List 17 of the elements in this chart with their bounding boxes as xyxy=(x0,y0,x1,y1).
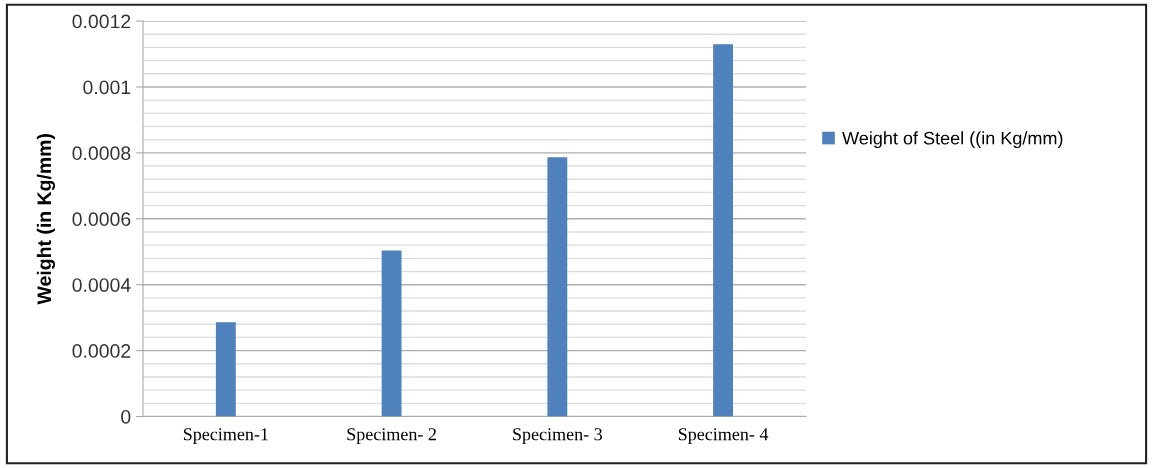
bar xyxy=(547,157,568,417)
y-tick-label: 0.0008 xyxy=(72,146,131,161)
y-tick-label: 0.0006 xyxy=(72,212,131,227)
bar xyxy=(381,250,402,417)
x-tick-label: Specimen-1 xyxy=(183,428,268,445)
y-axis-title: Weight (in Kg/mm) xyxy=(36,134,56,305)
y-tick-label: 0.001 xyxy=(83,80,131,95)
y-tick-label: 0.0012 xyxy=(72,14,131,29)
x-tick-label: Specimen- 2 xyxy=(347,428,436,445)
bar xyxy=(713,44,734,417)
x-tick-label: Specimen- 3 xyxy=(513,428,602,445)
bar xyxy=(215,322,236,417)
x-tick-label: Specimen- 4 xyxy=(678,428,769,445)
y-tick-label: 0 xyxy=(121,409,131,424)
y-tick-label: 0.0004 xyxy=(72,278,131,292)
legend-label: Weight of Steel ((in Kg/mm) xyxy=(842,131,1063,149)
y-tick-label: 0.0002 xyxy=(72,344,131,358)
